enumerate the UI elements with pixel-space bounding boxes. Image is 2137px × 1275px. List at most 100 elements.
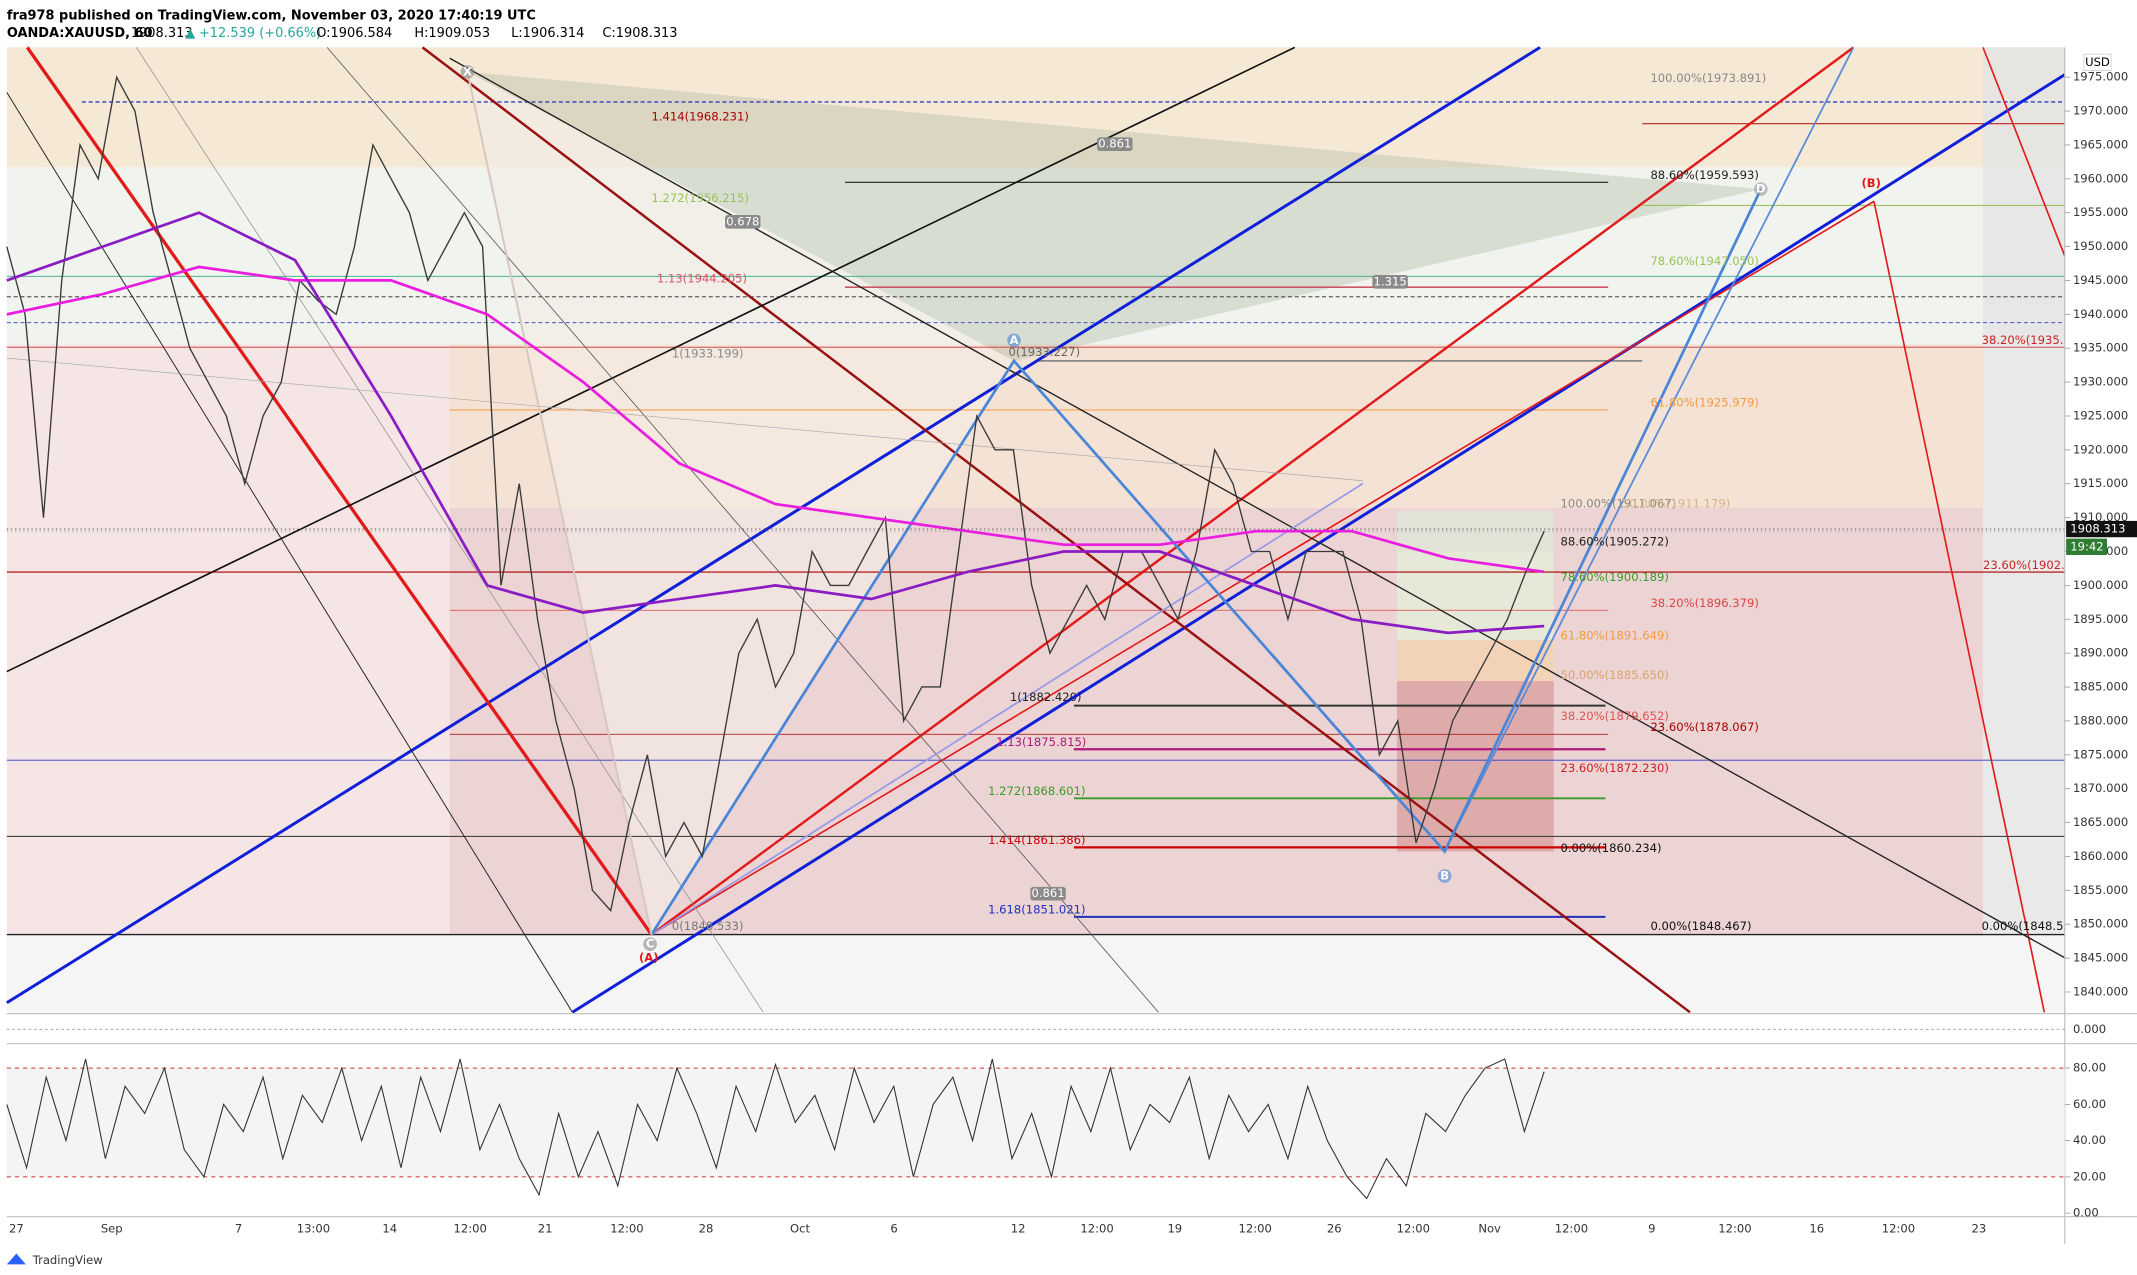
- x-tick-label: 12:00: [454, 1221, 487, 1235]
- fib-label: 61.80%(1891.649): [1561, 629, 1669, 643]
- fib-label: 88.60%(1905.272): [1561, 535, 1669, 549]
- x-tick-label: 16: [1809, 1221, 1824, 1235]
- y-tick-label: 60.00: [2073, 1097, 2106, 1111]
- y-tick-label: 1870.000: [2073, 781, 2128, 795]
- y-tick-label: 1850.000: [2073, 917, 2128, 931]
- x-tick-label: 14: [382, 1221, 397, 1235]
- trend-line: [136, 47, 764, 1013]
- pattern-point: D: [1756, 182, 1766, 196]
- fib-label: 1.13(1875.815): [996, 735, 1086, 749]
- pattern-point-marker: [643, 937, 657, 951]
- trend-line: [650, 46, 1855, 936]
- x-tick-label: 27: [9, 1221, 24, 1235]
- last-price-box: [2066, 520, 2137, 538]
- fib-label: 78.60%(1900.189): [1561, 570, 1669, 584]
- pattern-point: A: [1010, 333, 1019, 347]
- harmonic-triangle: [467, 71, 1014, 935]
- trend-line: [651, 200, 1875, 936]
- x-tick-label: Nov: [1478, 1221, 1501, 1235]
- x-tick-label: Sep: [101, 1221, 123, 1235]
- moving-average: [6, 211, 1545, 635]
- fib-label: 0(1848.533): [672, 919, 744, 933]
- logo: [6, 1253, 26, 1265]
- y-tick-label: 1875.000: [2073, 747, 2128, 761]
- y-tick-label: 1965.000: [2073, 137, 2128, 151]
- quote-line: OANDA:XAUUSD, 60 1908.313 ▲ +12.539 (+0.…: [7, 26, 678, 41]
- pattern-point-marker: [1437, 869, 1452, 883]
- price-pane: 100.00%(1973.891) 1.414(1968.231) 88.60%(1…: [6, 46, 2091, 1014]
- fib-label: 1.618(1851.021): [988, 903, 1085, 917]
- close: C:1908.313: [602, 26, 677, 41]
- last-price: 1908.313: [2070, 522, 2125, 536]
- ratio-label: 0.861: [1031, 886, 1064, 900]
- x-tick-label: 12:00: [1080, 1221, 1113, 1235]
- y-tick-label: 1910.000: [2073, 510, 2128, 524]
- ratio-label: 0.678: [726, 214, 759, 228]
- x-tick-label: 12:00: [1397, 1221, 1430, 1235]
- y-tick-label: 1855.000: [2073, 883, 2128, 897]
- trend-line: [1443, 46, 1855, 852]
- y-tick-label: 0.00: [2073, 1206, 2099, 1220]
- up-arrow: ▲: [185, 26, 195, 41]
- x-tick-label: 19: [1167, 1221, 1182, 1235]
- trend-line: [1873, 201, 2046, 1013]
- moving-average: [6, 265, 1545, 574]
- countdown: 19:42: [2070, 539, 2103, 553]
- x-tick-label: 7: [235, 1221, 242, 1235]
- fib-label: 38.20%(1879.652): [1561, 709, 1669, 723]
- x-tick-label: 12:00: [610, 1221, 643, 1235]
- publisher: fra978 published on TradingView.com, Nov…: [7, 9, 536, 24]
- zone: [1396, 551, 1554, 641]
- pattern-point: X: [463, 64, 472, 78]
- y-tick-label: 1885.000: [2073, 680, 2128, 694]
- y-tick-label: 1915.000: [2073, 476, 2128, 490]
- fib-label: 1.272(1868.601): [988, 784, 1085, 798]
- pattern-point-marker: [460, 65, 475, 79]
- ratio-label: 0.861: [1098, 137, 1131, 151]
- last: 1908.313: [131, 26, 193, 41]
- x-tick-label: 28: [699, 1221, 714, 1235]
- ratio-badge: [1030, 886, 1066, 901]
- trend-line: [571, 73, 2066, 1014]
- high: H:1909.053: [414, 26, 490, 41]
- y-tick-label: 1860.000: [2073, 849, 2128, 863]
- pattern-point: (A): [639, 950, 659, 964]
- x-tick-label: 12: [1011, 1221, 1026, 1235]
- ratio-badge: [1097, 137, 1133, 151]
- fib-label: 38.20%(1896.379): [1650, 596, 1758, 610]
- fib-label: 1.272(1956.215): [651, 191, 748, 205]
- fib-label: 1.414(1968.231): [651, 109, 748, 123]
- pattern-point: C: [646, 937, 655, 951]
- fib-label: 1.414(1861.386): [988, 833, 1085, 847]
- x-tick-label: 12:00: [1718, 1221, 1751, 1235]
- zone: [6, 167, 2065, 345]
- y-tick-label: 1865.000: [2073, 815, 2128, 829]
- abcd-pattern: [650, 188, 1763, 936]
- x-tick-label: 6: [890, 1221, 897, 1235]
- x-tick-label: 23: [1972, 1221, 1987, 1235]
- y-tick-label: 1930.000: [2073, 375, 2128, 389]
- y-tick-label: 1895.000: [2073, 612, 2128, 626]
- y-tick-label: 1975.000: [2073, 70, 2128, 84]
- symbol: OANDA:XAUUSD, 60: [7, 26, 153, 41]
- fib-label: 1(1933.199): [672, 347, 744, 361]
- trend-line: [421, 46, 1691, 1014]
- fib-label: 1(1882.420): [1010, 690, 1082, 704]
- trend-line: [449, 57, 2066, 959]
- x-tick-label: 21: [538, 1221, 553, 1235]
- x-tick-label: 13:00: [297, 1221, 330, 1235]
- trend-line: [6, 357, 1363, 482]
- fib-label: 61.80%(1925.979): [1650, 396, 1758, 410]
- axes: 1840.000 1845.000 1850.000 1855.000 1860.000…: [6, 70, 2137, 1235]
- x-tick-label: 26: [1327, 1221, 1342, 1235]
- zone: [1396, 640, 1554, 682]
- fib-label: 100.00%(1973.891): [1650, 71, 1766, 85]
- y-tick-label: 40.00: [2073, 1133, 2106, 1147]
- price-line: [6, 75, 1545, 913]
- trend-line: [650, 482, 1364, 936]
- y-tick-label: 1945.000: [2073, 273, 2128, 287]
- y-tick-label: 1950.000: [2073, 239, 2128, 253]
- ratio-label: 1.315: [1374, 274, 1407, 288]
- rsi-line: [6, 1058, 1545, 1200]
